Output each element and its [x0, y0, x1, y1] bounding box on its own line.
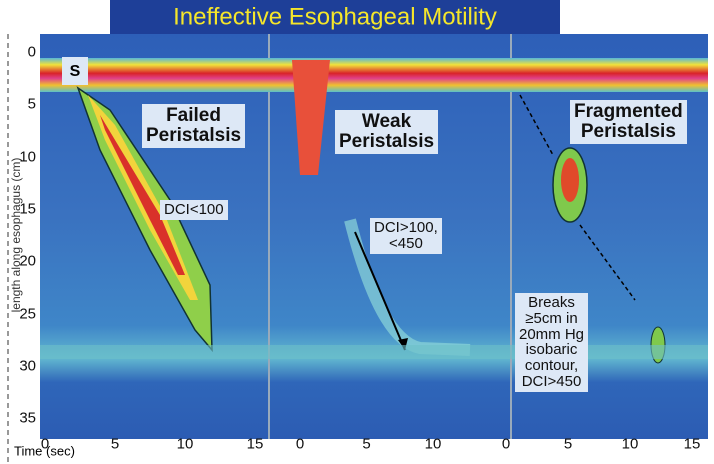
label-line: Peristalsis — [146, 124, 242, 146]
y-tick-label: 5 — [27, 95, 36, 113]
x-tick-label: 5 — [110, 435, 120, 453]
x-tick-label: 10 — [176, 435, 194, 453]
title: Ineffective Esophageal Motility — [173, 3, 497, 30]
label-line: Breaks — [528, 294, 575, 311]
y-tick-label: 35 — [19, 409, 36, 427]
x-tick-label: 0 — [40, 435, 50, 453]
label-line: DCI<100 — [164, 201, 224, 218]
y-tick-label: 0 — [27, 43, 36, 61]
x-tick-label: 0 — [501, 435, 511, 453]
label-line: <450 — [389, 234, 423, 252]
x-tick-label: 15 — [246, 435, 264, 453]
panel-note: Breaks ≥5cm in 20mm Hg isobaric contour, DCI>… — [515, 293, 589, 392]
panel-title: Fragmented Peristalsis — [570, 100, 687, 144]
label-line: isobaric — [525, 341, 578, 359]
x-tick-label: 5 — [362, 435, 371, 453]
x-tick-label: 10 — [621, 435, 639, 453]
label-line: contour, — [524, 357, 579, 374]
y-tick-label: 15 — [19, 200, 36, 218]
label-line: Peristalsis — [580, 120, 676, 142]
panel-note: DCI<100 — [160, 200, 228, 220]
label-line: DCI>450 — [521, 372, 582, 390]
x-tick-label: 0 — [295, 435, 305, 453]
label-line: 20mm Hg — [519, 325, 585, 343]
y-tick-label: 30 — [19, 357, 36, 375]
x-axis-label: Time (sec) — [14, 443, 75, 458]
x-tick-label: 10 — [424, 435, 442, 453]
y-tick-label: 25 — [19, 305, 36, 322]
y-tick-label: 20 — [19, 252, 36, 270]
panel-note: DCI>100, <450 — [370, 218, 442, 254]
label-line: Peristalsis — [339, 130, 435, 152]
label-line: Failed — [166, 105, 221, 126]
panel-title: Failed Peristalsis — [142, 104, 246, 148]
label-line: Fragmented — [574, 101, 683, 122]
x-tick-label: 5 — [563, 435, 573, 453]
label-line: Weak — [361, 111, 412, 132]
y-axis-label: length along esophagus (cm) — [9, 158, 23, 313]
label-line: ≥5cm in — [525, 309, 578, 327]
y-tick-label: 10 — [19, 148, 36, 166]
sphincter-marker: S — [70, 63, 81, 80]
x-tick-label: 15 — [683, 435, 701, 453]
label-line: DCI>100, — [374, 219, 438, 236]
panel-title: Weak Peristalsis — [335, 110, 439, 154]
